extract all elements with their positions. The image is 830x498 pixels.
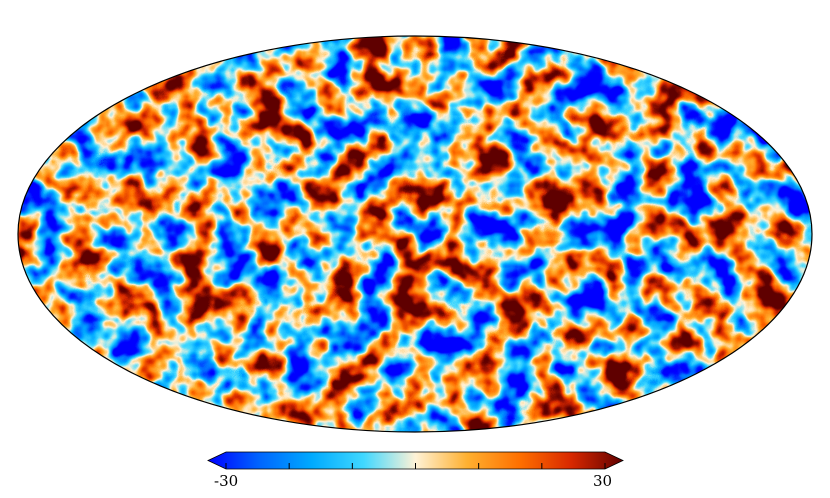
temperature-field bbox=[18, 36, 812, 432]
colorbar-max-label: 30 bbox=[593, 472, 613, 490]
colorbar bbox=[207, 451, 624, 470]
sky-map bbox=[17, 35, 813, 433]
colorbar-min-label: -30 bbox=[214, 472, 239, 490]
colorbar-ticks bbox=[225, 463, 606, 469]
map-outline bbox=[17, 35, 813, 433]
